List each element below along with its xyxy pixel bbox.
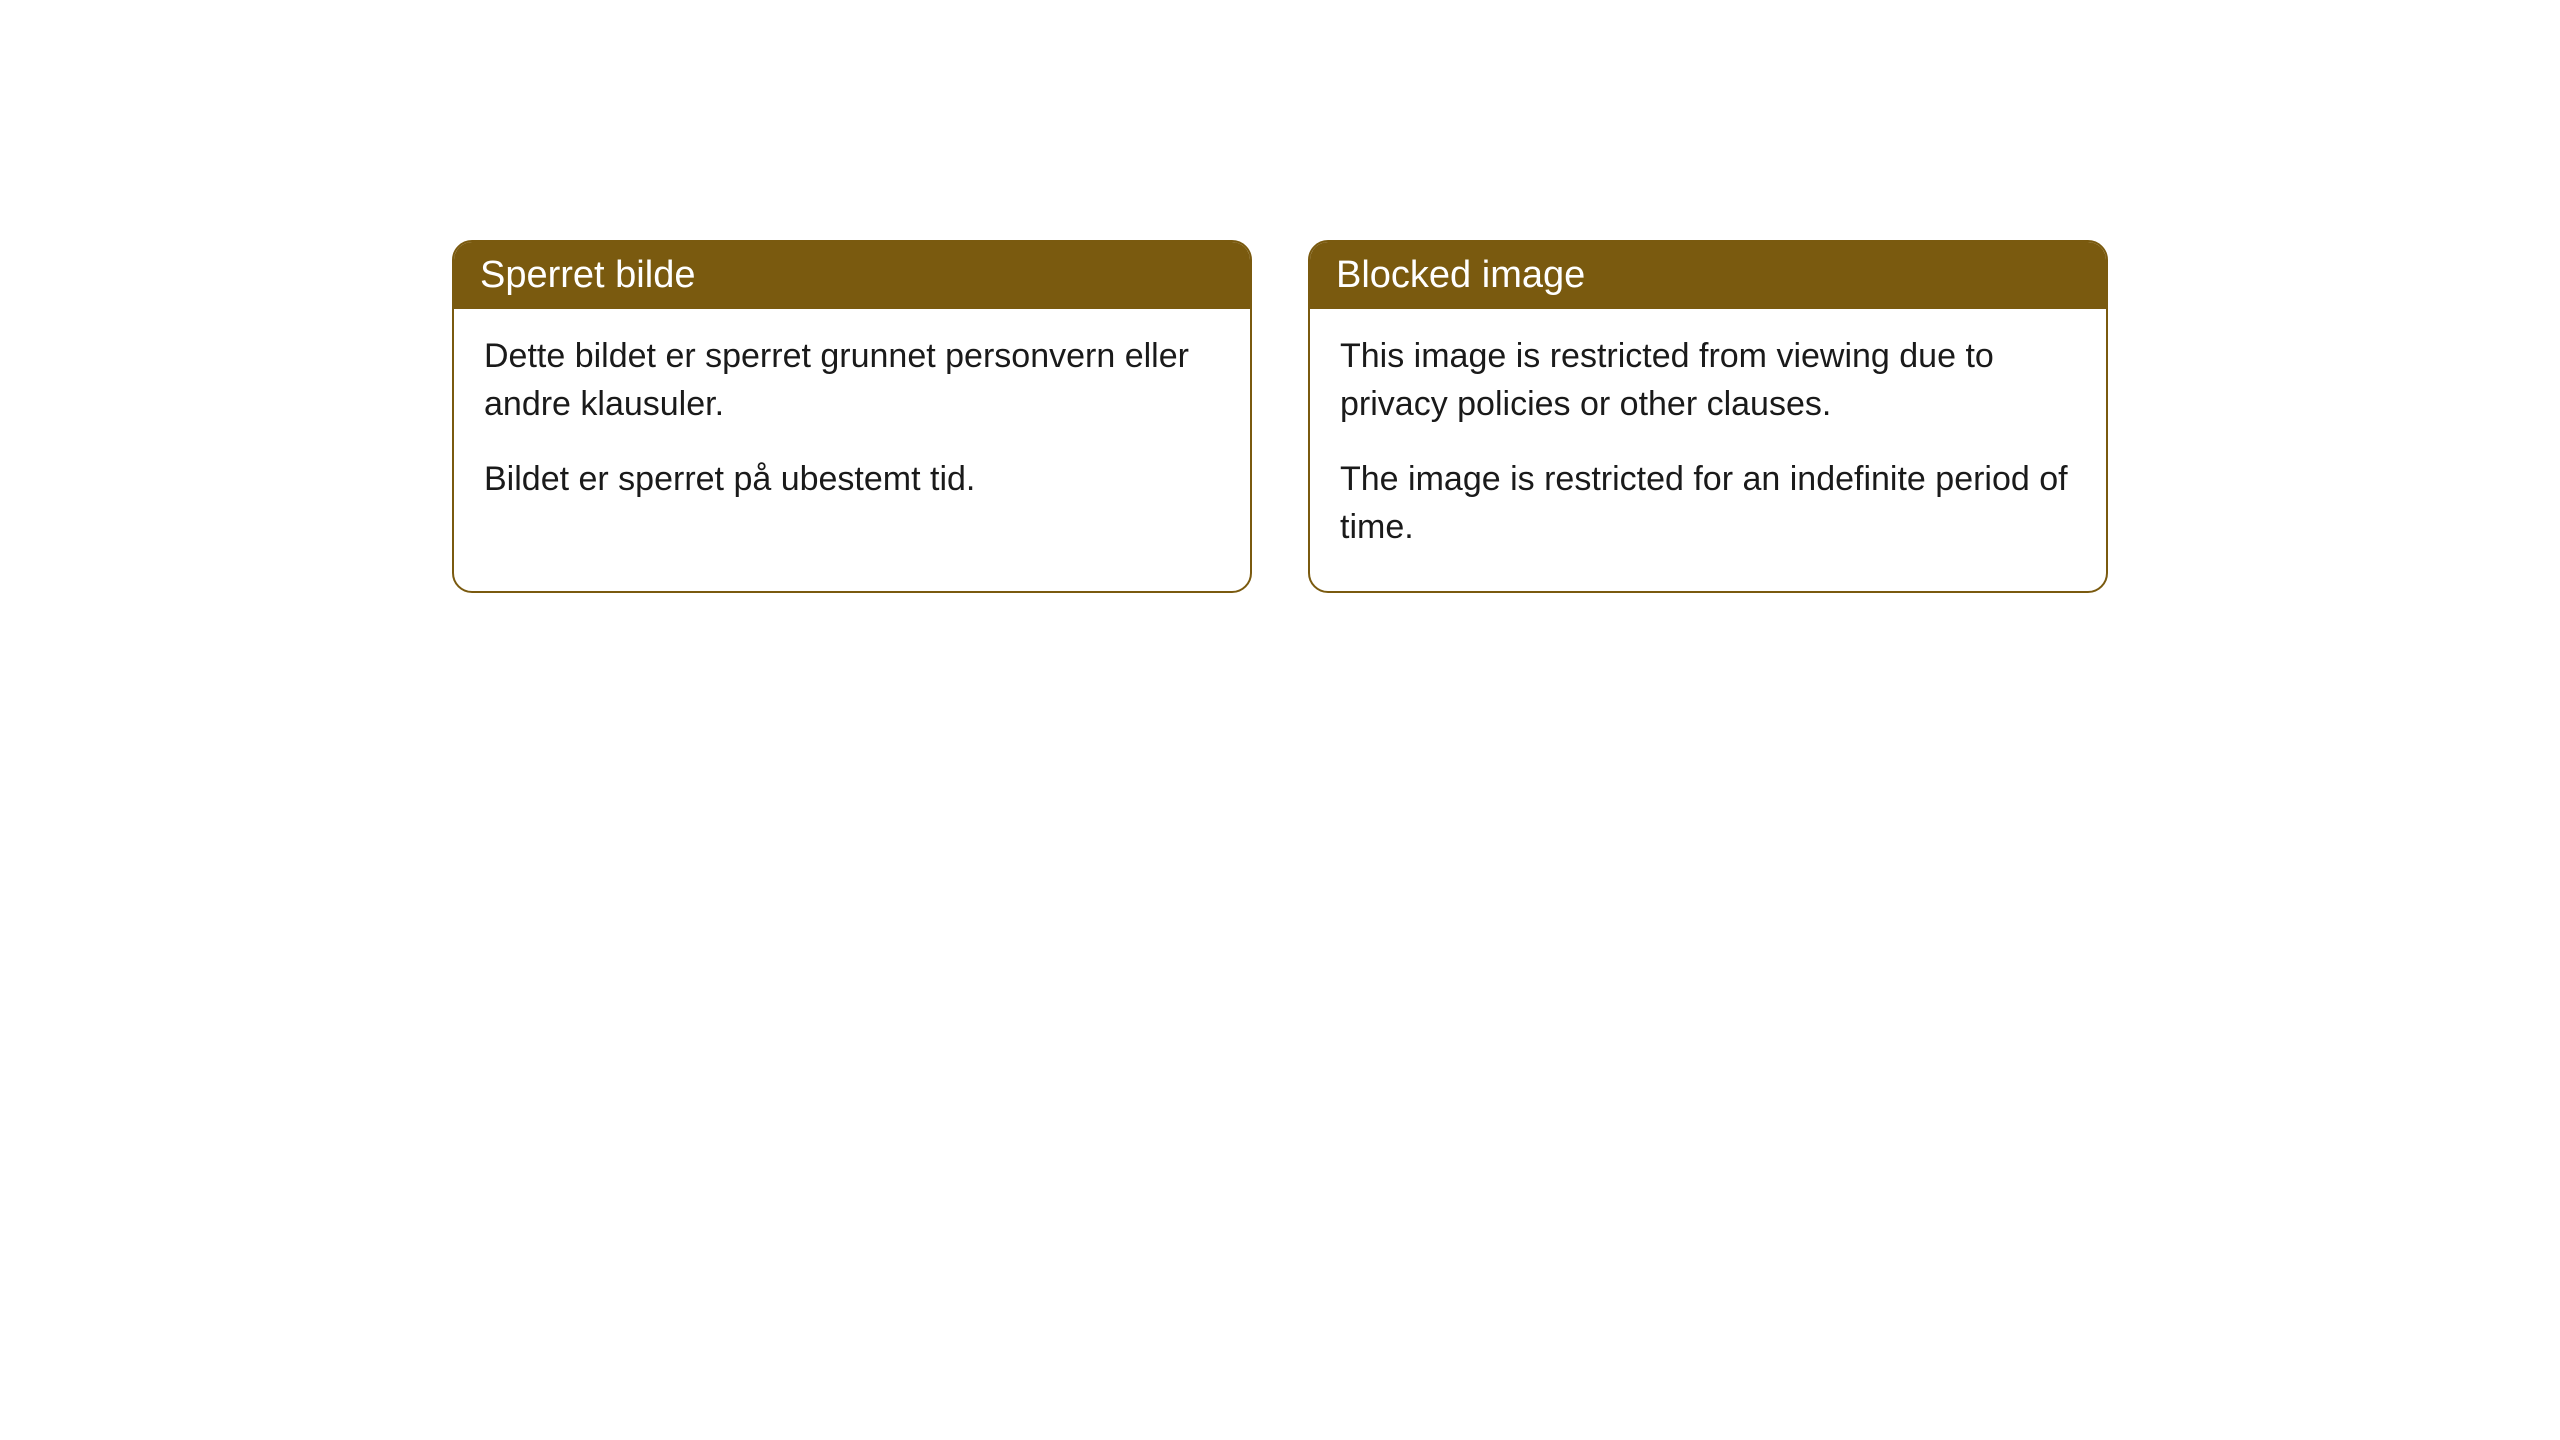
card-body: This image is restricted from viewing du… — [1310, 309, 2106, 591]
card-title: Blocked image — [1336, 254, 1585, 296]
card-title: Sperret bilde — [480, 254, 695, 296]
notice-cards-container: Sperret bilde Dette bildet er sperret gr… — [0, 240, 2560, 593]
card-paragraph: This image is restricted from viewing du… — [1340, 333, 2076, 428]
notice-card-english: Blocked image This image is restricted f… — [1308, 240, 2108, 593]
card-paragraph: Dette bildet er sperret grunnet personve… — [484, 333, 1220, 428]
card-body: Dette bildet er sperret grunnet personve… — [454, 309, 1250, 544]
card-header: Blocked image — [1310, 242, 2106, 309]
card-paragraph: Bildet er sperret på ubestemt tid. — [484, 456, 1220, 504]
card-header: Sperret bilde — [454, 242, 1250, 309]
notice-card-norwegian: Sperret bilde Dette bildet er sperret gr… — [452, 240, 1252, 593]
card-paragraph: The image is restricted for an indefinit… — [1340, 456, 2076, 551]
